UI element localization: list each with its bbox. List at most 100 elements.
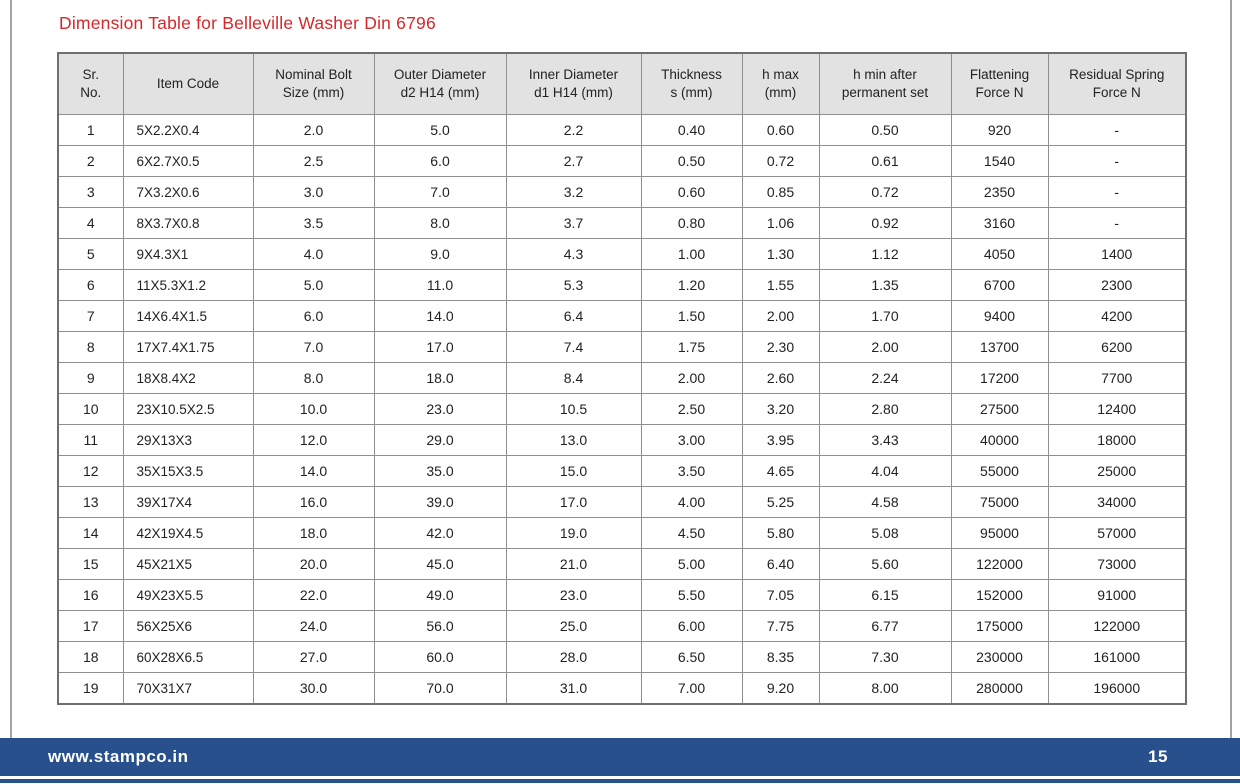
table-row: 2 6X2.7X0.5 2.5 6.0 2.7 0.50 0.72 0.61 1540- <box>57 145 1187 177</box>
cell-item_code: 29X13X3 <box>122 424 254 456</box>
cell-item_code: 6X2.7X0.5 <box>122 145 254 177</box>
cell-nominal_bolt_size: 3.5 <box>252 207 375 239</box>
cell-thickness_s: 2.00 <box>640 362 743 394</box>
cell-flattening_force: 40000 <box>950 424 1049 456</box>
table-row: 19 70X31X7 30.0 70.0 31.0 7.00 9.20 8.00 280000 1… <box>57 672 1187 705</box>
cell-residual_spring_force: - <box>1047 114 1187 146</box>
cell-outer_diameter_d2: 6.0 <box>373 145 507 177</box>
cell-outer_diameter_d2: 42.0 <box>373 517 507 549</box>
cell-nominal_bolt_size: 4.0 <box>252 238 375 270</box>
cell-item_code: 45X21X5 <box>122 548 254 580</box>
cell-h_min_after_set: 7.30 <box>818 641 952 673</box>
cell-h_min_after_set: 0.92 <box>818 207 952 239</box>
column-header-h_max: h max (mm) <box>741 52 820 115</box>
cell-outer_diameter_d2: 29.0 <box>373 424 507 456</box>
cell-sr_no: 7 <box>57 300 124 332</box>
cell-residual_spring_force: - <box>1047 176 1187 208</box>
cell-item_code: 8X3.7X0.8 <box>122 207 254 239</box>
table-row: 11 29X13X3 12.0 29.0 13.0 3.00 3.95 3.43 40000 18… <box>57 424 1187 456</box>
cell-sr_no: 12 <box>57 455 124 487</box>
cell-item_code: 42X19X4.5 <box>122 517 254 549</box>
cell-residual_spring_force: 18000 <box>1047 424 1187 456</box>
cell-inner_diameter_d1: 6.4 <box>505 300 642 332</box>
cell-h_max: 0.60 <box>741 114 820 146</box>
cell-h_min_after_set: 5.08 <box>818 517 952 549</box>
cell-thickness_s: 7.00 <box>640 672 743 705</box>
cell-residual_spring_force: - <box>1047 207 1187 239</box>
cell-sr_no: 17 <box>57 610 124 642</box>
cell-inner_diameter_d1: 10.5 <box>505 393 642 425</box>
cell-residual_spring_force: 73000 <box>1047 548 1187 580</box>
cell-thickness_s: 0.50 <box>640 145 743 177</box>
cell-nominal_bolt_size: 3.0 <box>252 176 375 208</box>
cell-residual_spring_force: 7700 <box>1047 362 1187 394</box>
cell-inner_diameter_d1: 7.4 <box>505 331 642 363</box>
cell-thickness_s: 1.20 <box>640 269 743 301</box>
cell-flattening_force: 3160 <box>950 207 1049 239</box>
cell-item_code: 35X15X3.5 <box>122 455 254 487</box>
cell-h_min_after_set: 0.72 <box>818 176 952 208</box>
cell-flattening_force: 6700 <box>950 269 1049 301</box>
cell-thickness_s: 6.00 <box>640 610 743 642</box>
table-header: Sr. No. Item Code Nominal Bolt Size (mm) Ou… <box>57 52 1187 115</box>
cell-sr_no: 1 <box>57 114 124 146</box>
table-row: 9 18X8.4X2 8.0 18.0 8.4 2.00 2.60 2.24 17200 7700 <box>57 362 1187 394</box>
cell-residual_spring_force: 91000 <box>1047 579 1187 611</box>
cell-h_max: 6.40 <box>741 548 820 580</box>
cell-h_min_after_set: 0.50 <box>818 114 952 146</box>
cell-h_max: 8.35 <box>741 641 820 673</box>
cell-nominal_bolt_size: 22.0 <box>252 579 375 611</box>
cell-outer_diameter_d2: 70.0 <box>373 672 507 705</box>
cell-h_min_after_set: 1.12 <box>818 238 952 270</box>
cell-sr_no: 11 <box>57 424 124 456</box>
cell-nominal_bolt_size: 30.0 <box>252 672 375 705</box>
cell-h_max: 1.30 <box>741 238 820 270</box>
cell-outer_diameter_d2: 7.0 <box>373 176 507 208</box>
cell-outer_diameter_d2: 49.0 <box>373 579 507 611</box>
cell-h_max: 0.85 <box>741 176 820 208</box>
table-row: 18 60X28X6.5 27.0 60.0 28.0 6.50 8.35 7.30 23000… <box>57 641 1187 673</box>
cell-h_max: 7.05 <box>741 579 820 611</box>
cell-thickness_s: 4.00 <box>640 486 743 518</box>
cell-nominal_bolt_size: 12.0 <box>252 424 375 456</box>
cell-inner_diameter_d1: 21.0 <box>505 548 642 580</box>
cell-sr_no: 5 <box>57 238 124 270</box>
cell-thickness_s: 3.50 <box>640 455 743 487</box>
cell-h_min_after_set: 5.60 <box>818 548 952 580</box>
cell-outer_diameter_d2: 8.0 <box>373 207 507 239</box>
table-row: 4 8X3.7X0.8 3.5 8.0 3.7 0.80 1.06 0.92 3160- <box>57 207 1187 239</box>
cell-inner_diameter_d1: 8.4 <box>505 362 642 394</box>
cell-h_max: 0.72 <box>741 145 820 177</box>
cell-inner_diameter_d1: 31.0 <box>505 672 642 705</box>
cell-h_max: 2.60 <box>741 362 820 394</box>
cell-residual_spring_force: 122000 <box>1047 610 1187 642</box>
cell-residual_spring_force: 196000 <box>1047 672 1187 705</box>
cell-nominal_bolt_size: 18.0 <box>252 517 375 549</box>
cell-flattening_force: 122000 <box>950 548 1049 580</box>
column-header-residual_spring_force: Residual Spring Force N <box>1047 52 1187 115</box>
table-header-row: Sr. No. Item Code Nominal Bolt Size (mm) Ou… <box>57 52 1187 115</box>
cell-sr_no: 8 <box>57 331 124 363</box>
cell-h_max: 5.80 <box>741 517 820 549</box>
cell-outer_diameter_d2: 35.0 <box>373 455 507 487</box>
cell-thickness_s: 0.80 <box>640 207 743 239</box>
cell-thickness_s: 0.40 <box>640 114 743 146</box>
cell-h_min_after_set: 2.00 <box>818 331 952 363</box>
cell-outer_diameter_d2: 45.0 <box>373 548 507 580</box>
cell-nominal_bolt_size: 24.0 <box>252 610 375 642</box>
column-header-thickness_s: Thickness s (mm) <box>640 52 743 115</box>
cell-inner_diameter_d1: 2.2 <box>505 114 642 146</box>
cell-residual_spring_force: 57000 <box>1047 517 1187 549</box>
cell-h_min_after_set: 4.58 <box>818 486 952 518</box>
cell-sr_no: 14 <box>57 517 124 549</box>
cell-flattening_force: 9400 <box>950 300 1049 332</box>
cell-outer_diameter_d2: 17.0 <box>373 331 507 363</box>
cell-h_min_after_set: 1.35 <box>818 269 952 301</box>
cell-residual_spring_force: 161000 <box>1047 641 1187 673</box>
cell-item_code: 60X28X6.5 <box>122 641 254 673</box>
cell-h_max: 3.95 <box>741 424 820 456</box>
cell-sr_no: 15 <box>57 548 124 580</box>
cell-sr_no: 13 <box>57 486 124 518</box>
cell-thickness_s: 1.75 <box>640 331 743 363</box>
cell-thickness_s: 2.50 <box>640 393 743 425</box>
